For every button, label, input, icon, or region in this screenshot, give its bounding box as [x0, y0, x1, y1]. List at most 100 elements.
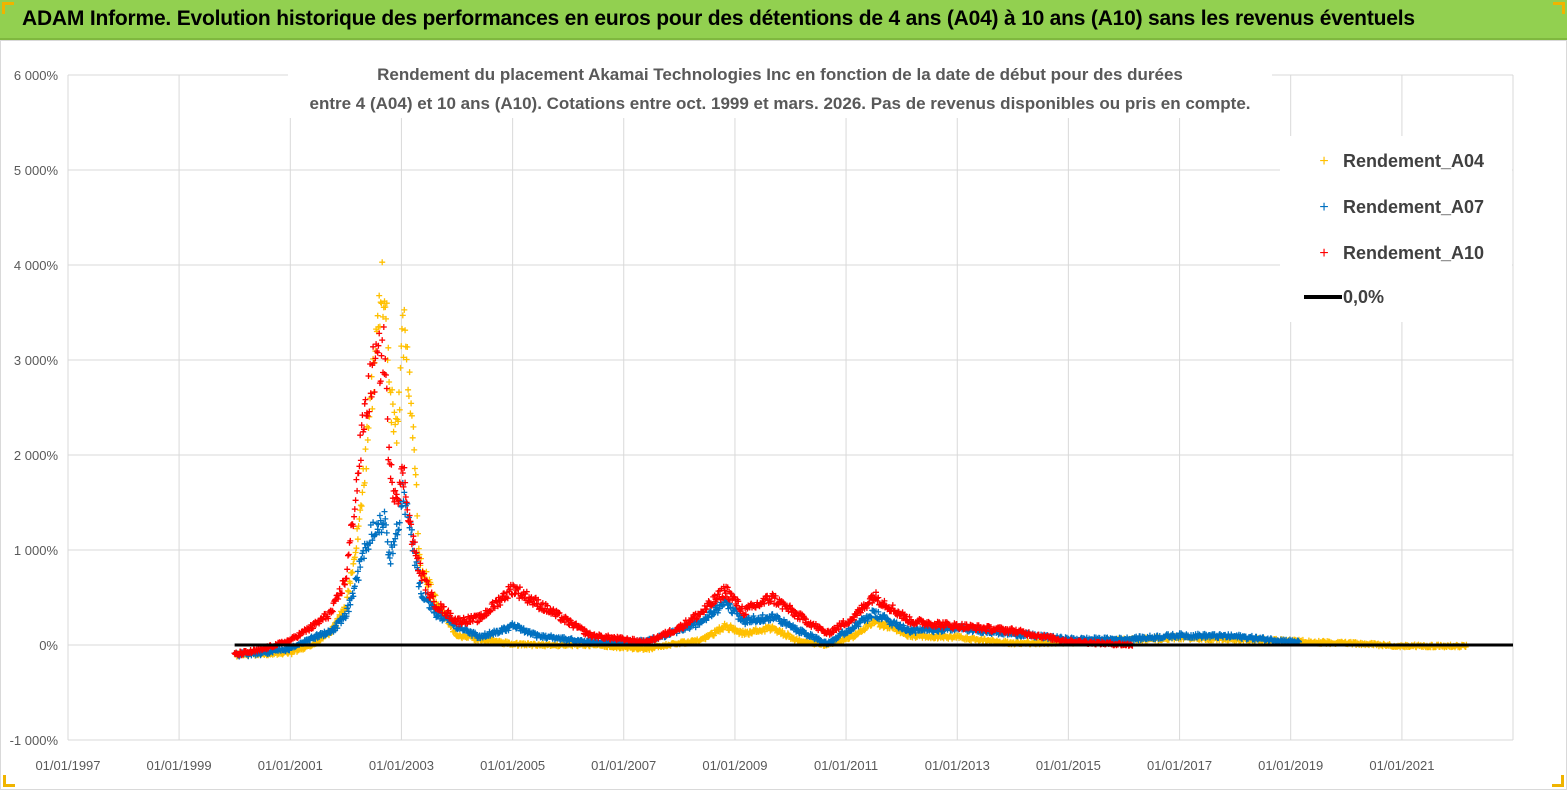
- data-point: [345, 588, 352, 595]
- data-point: [418, 590, 424, 597]
- data-point: [491, 605, 498, 612]
- legend-label-a07: Rendement_A07: [1343, 197, 1484, 217]
- data-point: [341, 581, 348, 587]
- data-point: [336, 585, 343, 592]
- data-point: [374, 312, 381, 319]
- data-point: [362, 396, 369, 403]
- x-tick-label: 01/01/2001: [258, 758, 323, 773]
- data-point: [400, 483, 407, 490]
- data-point: [735, 598, 742, 605]
- data-point: [431, 598, 437, 605]
- chart-title-line-1: Rendement du placement Akamai Technologi…: [377, 65, 1183, 84]
- data-point: [383, 385, 390, 392]
- corner-marker: [3, 775, 15, 787]
- data-point: [352, 549, 359, 556]
- data-point: [431, 609, 437, 616]
- data-point: [325, 615, 332, 622]
- data-point: [793, 625, 800, 631]
- data-point: [408, 521, 415, 528]
- data-point: [387, 560, 394, 567]
- data-point: [345, 551, 352, 558]
- data-point: [386, 549, 393, 556]
- x-tick-label: 01/01/2007: [591, 758, 656, 773]
- data-point: [396, 497, 402, 504]
- x-tick-label: 01/01/2017: [1147, 758, 1212, 773]
- chart-title-box: Rendement du placement Akamai Technologi…: [288, 52, 1272, 118]
- data-point: [504, 595, 511, 602]
- data-point: [556, 609, 563, 616]
- data-point: [408, 526, 415, 533]
- data-point: [410, 533, 417, 540]
- legend-label-zero: 0,0%: [1343, 287, 1384, 307]
- data-point: [687, 619, 694, 625]
- data-point: [875, 608, 882, 615]
- x-axis: 01/01/1997 01/01/1999 01/01/2001 01/01/2003…: [35, 758, 1434, 773]
- data-point: [345, 552, 351, 559]
- data-point: [767, 617, 774, 624]
- data-point: [408, 412, 415, 419]
- data-point: [382, 355, 389, 362]
- data-point: [396, 389, 402, 396]
- data-point: [400, 498, 407, 505]
- data-point: [403, 356, 410, 363]
- data-point: [395, 500, 402, 507]
- data-point: [693, 616, 700, 623]
- data-point: [388, 461, 395, 468]
- data-point: [397, 481, 404, 488]
- data-point: [440, 603, 447, 610]
- data-point: [535, 596, 542, 603]
- data-point: [394, 531, 401, 538]
- data-point: [240, 651, 246, 658]
- data-point: [498, 597, 505, 604]
- data-point: [533, 600, 540, 607]
- data-point: [720, 595, 727, 602]
- data-point: [875, 594, 882, 601]
- data-point: [377, 378, 384, 385]
- data-point: [351, 506, 358, 513]
- data-point: [354, 536, 361, 543]
- y-tick-label: 2 000%: [14, 448, 59, 463]
- data-point: [356, 463, 363, 470]
- data-point: [406, 369, 413, 376]
- data-point: [413, 558, 420, 565]
- data-point: [353, 476, 360, 483]
- data-point: [383, 521, 389, 528]
- data-point: [405, 393, 412, 400]
- data-point: [367, 390, 374, 397]
- data-point: [764, 592, 771, 599]
- data-point: [369, 537, 376, 544]
- data-point: [355, 577, 362, 584]
- data-point: [573, 620, 580, 627]
- data-point: [375, 342, 382, 349]
- chart-title-background: [288, 52, 1272, 118]
- data-point: [392, 421, 399, 428]
- data-point: [350, 593, 357, 600]
- data-point: [395, 418, 402, 425]
- data-point: [357, 564, 364, 571]
- data-point: [415, 583, 422, 590]
- data-point: [361, 555, 367, 562]
- data-point: [767, 598, 774, 605]
- x-tick-label: 01/01/2021: [1369, 758, 1434, 773]
- data-point: [405, 386, 412, 393]
- data-point: [353, 545, 360, 552]
- data-point: [447, 610, 454, 617]
- data-point: [357, 432, 364, 439]
- data-point: [335, 596, 342, 602]
- data-point: [402, 479, 409, 486]
- data-point: [329, 608, 336, 615]
- data-point: [857, 609, 864, 616]
- legend-label-a10: Rendement_A10: [1343, 243, 1484, 263]
- data-point: [341, 581, 348, 588]
- data-point: [349, 569, 356, 576]
- data-point: [361, 400, 368, 407]
- report-title: ADAM Informe. Evolution historique des p…: [22, 7, 1415, 30]
- data-point: [402, 494, 409, 500]
- data-point: [855, 623, 862, 630]
- data-point: [401, 489, 408, 496]
- data-point: [370, 343, 377, 350]
- data-point: [370, 519, 377, 526]
- data-point: [327, 629, 334, 636]
- data-point: [401, 306, 408, 313]
- data-point: [391, 498, 398, 505]
